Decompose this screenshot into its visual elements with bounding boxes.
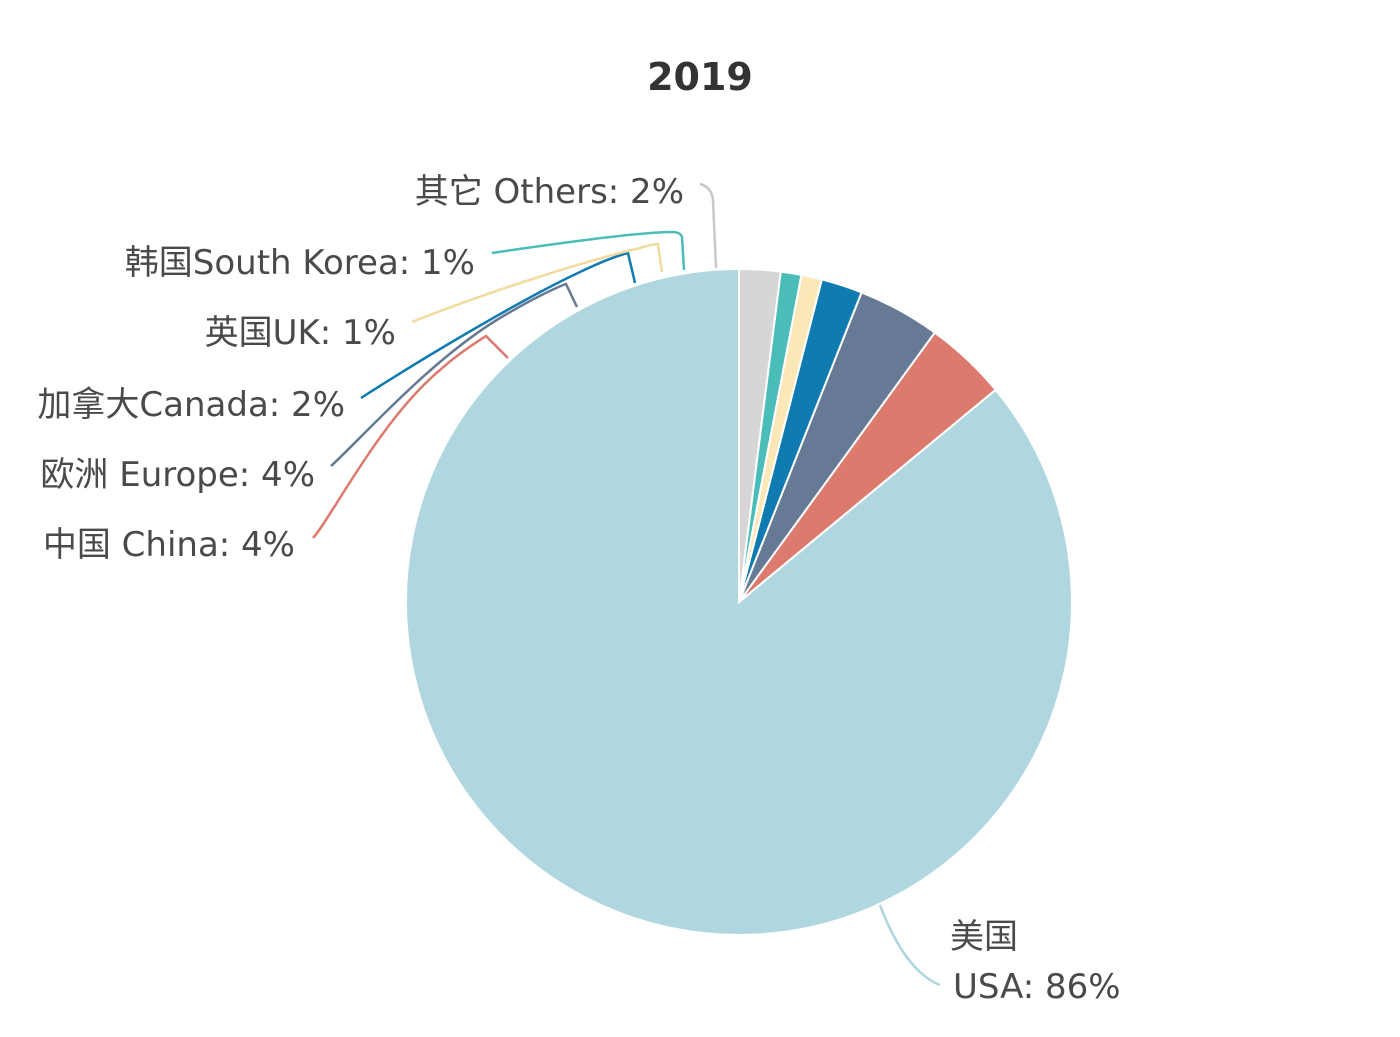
leader-lines xyxy=(312,182,941,987)
slice-label: 中国 China: 4% xyxy=(43,525,295,565)
slice-label: 韩国South Korea: 1% xyxy=(125,243,475,283)
leader-line xyxy=(878,904,941,987)
leader-line xyxy=(699,182,718,269)
leader-line xyxy=(491,230,686,271)
slice-label: 欧洲 Europe: 4% xyxy=(40,455,315,495)
slice-labels: 美国 USA: 86% 中国 China: 4% 欧洲 Europe: 4% 加拿大Ca… xyxy=(37,172,1120,1007)
leader-line xyxy=(360,251,637,400)
pie-slice xyxy=(738,267,782,603)
slice-label: 加拿大Canada: 2% xyxy=(37,385,345,425)
slice-label: 美国 xyxy=(950,917,1018,957)
chart-title: 2019 xyxy=(647,55,753,99)
leader-line xyxy=(330,282,579,467)
leader-line xyxy=(312,334,509,539)
slice-label: 其它 Others: 2% xyxy=(415,172,684,212)
pie-slices xyxy=(405,267,1073,936)
slice-label: 英国UK: 1% xyxy=(205,313,396,353)
leader-line xyxy=(411,242,664,324)
slice-label-line2: USA: 86% xyxy=(953,967,1121,1007)
